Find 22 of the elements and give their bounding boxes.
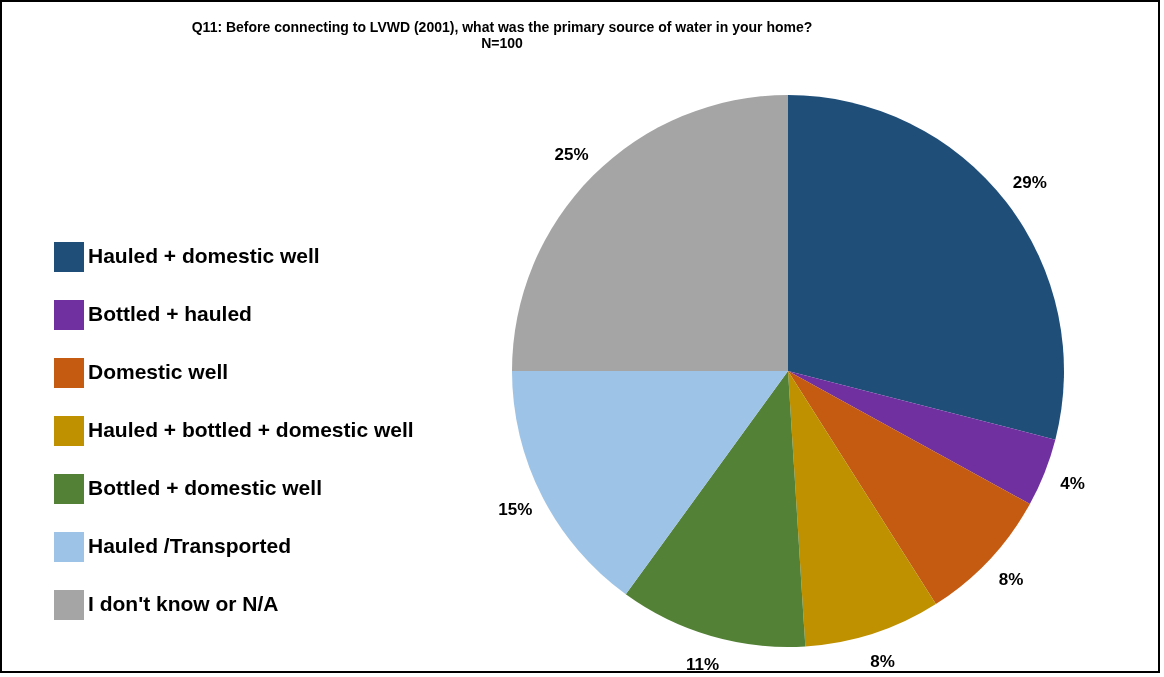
data-label: 4% [1060,473,1085,493]
chart-subtitle: N=100 [481,35,524,51]
data-label: 11% [686,654,720,674]
data-label: 29% [1012,173,1047,193]
legend-label: I don't know or N/A [88,592,279,615]
legend-label: Bottled + hauled [88,302,252,325]
legend-label: Bottled + domestic well [88,476,322,499]
legend-label: Hauled + bottled + domestic well [88,418,414,441]
pie-slice [788,371,1030,605]
pie-slice [788,371,1056,504]
legend-label: Domestic well [88,360,229,383]
data-label: 8% [870,652,895,672]
legend-label: Hauled + domestic well [88,244,320,267]
data-label: 15% [498,499,533,519]
data-label: 25% [554,144,589,164]
data-label: 8% [998,570,1024,590]
pie-slice [625,371,806,647]
chart-title: Q11: Before connecting to LVWD (2001), what was the primary source of water in your home? [191,19,813,35]
legend-label: Hauled /Transported [88,534,292,557]
pie-slice [788,371,936,647]
pie-slice [788,95,1064,440]
pie-slice [512,95,788,371]
